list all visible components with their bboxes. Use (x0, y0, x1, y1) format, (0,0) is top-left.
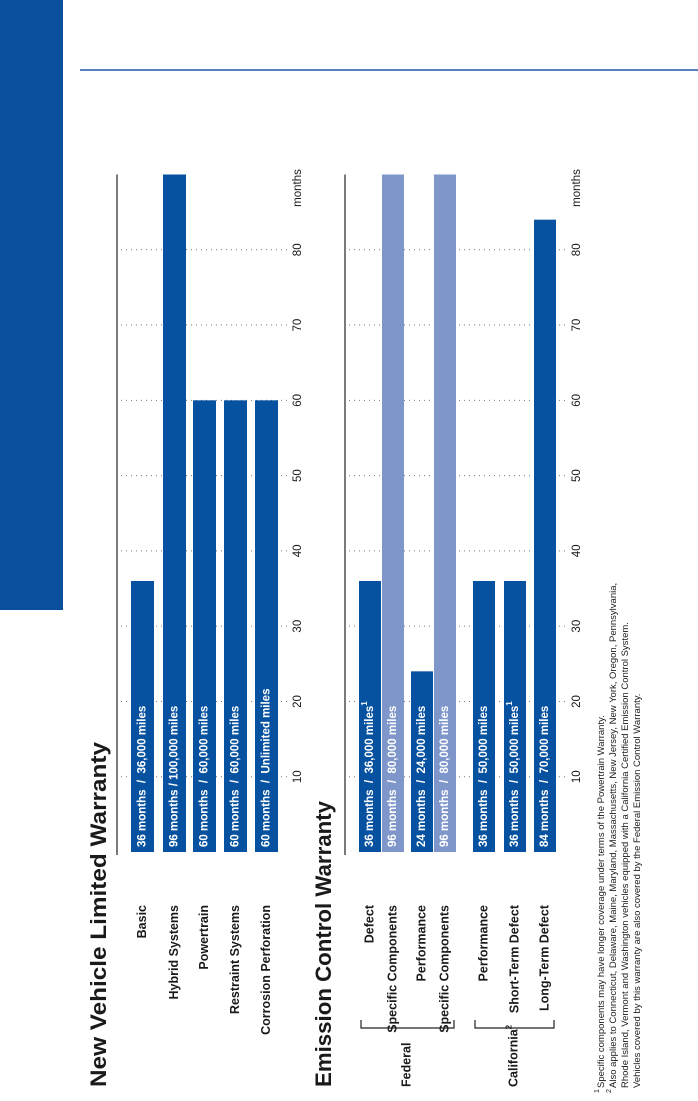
footnote: Rhode Island, Vermont and Washington veh… (620, 622, 631, 1088)
category-label: Powertrain (197, 905, 211, 970)
category-label: Hybrid Systems (167, 905, 181, 1000)
value-label-text: 96 months / 100,000 miles (169, 706, 181, 847)
value-label: 60 months / 60,000 miles (230, 706, 242, 847)
x-tick-label: 30 (292, 620, 304, 633)
chart-title: New Vehicle Limited Warranty (86, 741, 111, 1087)
x-tick-label: 10 (292, 770, 304, 783)
x-tick-label: 60 (292, 394, 304, 407)
group-label: California2 (505, 1024, 521, 1087)
footnote-text: Specific components may have longer cove… (596, 715, 607, 1088)
side-band (0, 0, 63, 610)
category-label: Restraint Systems (228, 905, 242, 1014)
footnote-ref: 1 (505, 701, 514, 706)
value-label: 96 months / 80,000 miles (387, 706, 399, 847)
category-label: Defect (362, 904, 376, 943)
category-label: Performance (476, 905, 490, 981)
x-tick-label: 40 (571, 544, 583, 557)
category-label: Long-Term Defect (537, 904, 551, 1011)
footnote: Vehicles covered by this warranty are al… (632, 694, 643, 1088)
group-name: Federal (400, 1043, 414, 1087)
value-label-text: 36 months / 50,000 miles (509, 706, 521, 847)
group-bracket (474, 1020, 555, 1029)
x-tick-label: 50 (571, 469, 583, 482)
group-name: California (507, 1028, 521, 1087)
x-tick-label: 70 (571, 319, 583, 332)
x-tick-label: 50 (292, 469, 304, 482)
value-label-text: 36 months / 36,000 miles (364, 706, 376, 847)
x-tick-label: 20 (292, 695, 304, 708)
axis-label: months (571, 169, 583, 207)
value-label: 96 months / 80,000 miles (439, 706, 451, 847)
footnote-ref: 2 (505, 1024, 514, 1029)
footnote-mark: 2 (606, 1089, 613, 1093)
category-label: Basic (135, 905, 149, 938)
bar (131, 581, 154, 852)
footnote-ref: 1 (360, 701, 369, 706)
category-label: Short-Term Defect (507, 904, 521, 1013)
value-label-text: 96 months / 80,000 miles (439, 706, 451, 847)
x-tick-label: 60 (571, 394, 583, 407)
bar (534, 219, 556, 852)
footnote: 1Specific components may have longer cov… (594, 715, 607, 1093)
x-tick-label: 10 (571, 770, 583, 783)
value-label-text: 36 months / 36,000 miles (137, 706, 149, 847)
value-label-text: 60 months / Unlimited miles (261, 689, 273, 847)
value-label: 36 months / 50,000 miles1 (505, 701, 521, 847)
category-label: Corrosion Perforation (259, 905, 273, 1035)
x-tick-label: 40 (292, 544, 304, 557)
value-label-text: 60 months / 60,000 miles (199, 706, 211, 847)
bar (255, 400, 278, 852)
value-label-text: 60 months / 60,000 miles (230, 706, 242, 847)
value-label: 84 months / 70,000 miles (539, 706, 551, 847)
bar (473, 581, 495, 852)
bar (434, 174, 456, 852)
value-label: 60 months / Unlimited miles (261, 689, 273, 847)
group-bracket (360, 1020, 455, 1029)
chart-title: Emission Control Warranty (311, 800, 336, 1087)
value-label-text: 24 months / 24,000 miles (416, 706, 428, 847)
bar (163, 174, 186, 852)
value-label: 36 months / 36,000 miles (137, 706, 149, 847)
category-label: Specific Components (385, 905, 399, 1033)
value-label-text: 36 months / 50,000 miles (478, 706, 490, 847)
footnote: 2Also applies to Connecticut, Delaware, … (606, 583, 619, 1093)
value-label: 36 months / 50,000 miles (478, 706, 490, 847)
footnote-text: Vehicles covered by this warranty are al… (632, 694, 643, 1088)
bar (504, 581, 526, 852)
value-label-text: 84 months / 70,000 miles (539, 706, 551, 847)
footnote-text: Also applies to Connecticut, Delaware, M… (608, 583, 619, 1088)
x-tick-label: 80 (571, 243, 583, 256)
footnote-text: Rhode Island, Vermont and Washington veh… (620, 622, 631, 1088)
x-tick-label: 70 (292, 319, 304, 332)
bar (411, 671, 433, 852)
value-label: 60 months / 60,000 miles (199, 706, 211, 847)
bar (224, 400, 247, 852)
value-label: 24 months / 24,000 miles (416, 706, 428, 847)
category-label: Performance (414, 905, 428, 981)
footnote-mark: 1 (594, 1089, 601, 1093)
x-tick-label: 80 (292, 243, 304, 256)
bar (359, 581, 381, 852)
bar (382, 174, 404, 852)
category-label: Specific Components (437, 905, 451, 1033)
value-label: 36 months / 36,000 miles1 (360, 701, 376, 847)
x-tick-label: 30 (571, 620, 583, 633)
rotated-content: New Vehicle Limited Warranty 10 20 30 40 50 60… (86, 169, 643, 1093)
axis-label: months (292, 169, 304, 207)
value-label: 96 months / 100,000 miles (169, 706, 181, 847)
bar (193, 400, 216, 852)
value-label-text: 96 months / 80,000 miles (387, 706, 399, 847)
x-tick-label: 20 (571, 695, 583, 708)
group-label: Federal (400, 1043, 414, 1087)
